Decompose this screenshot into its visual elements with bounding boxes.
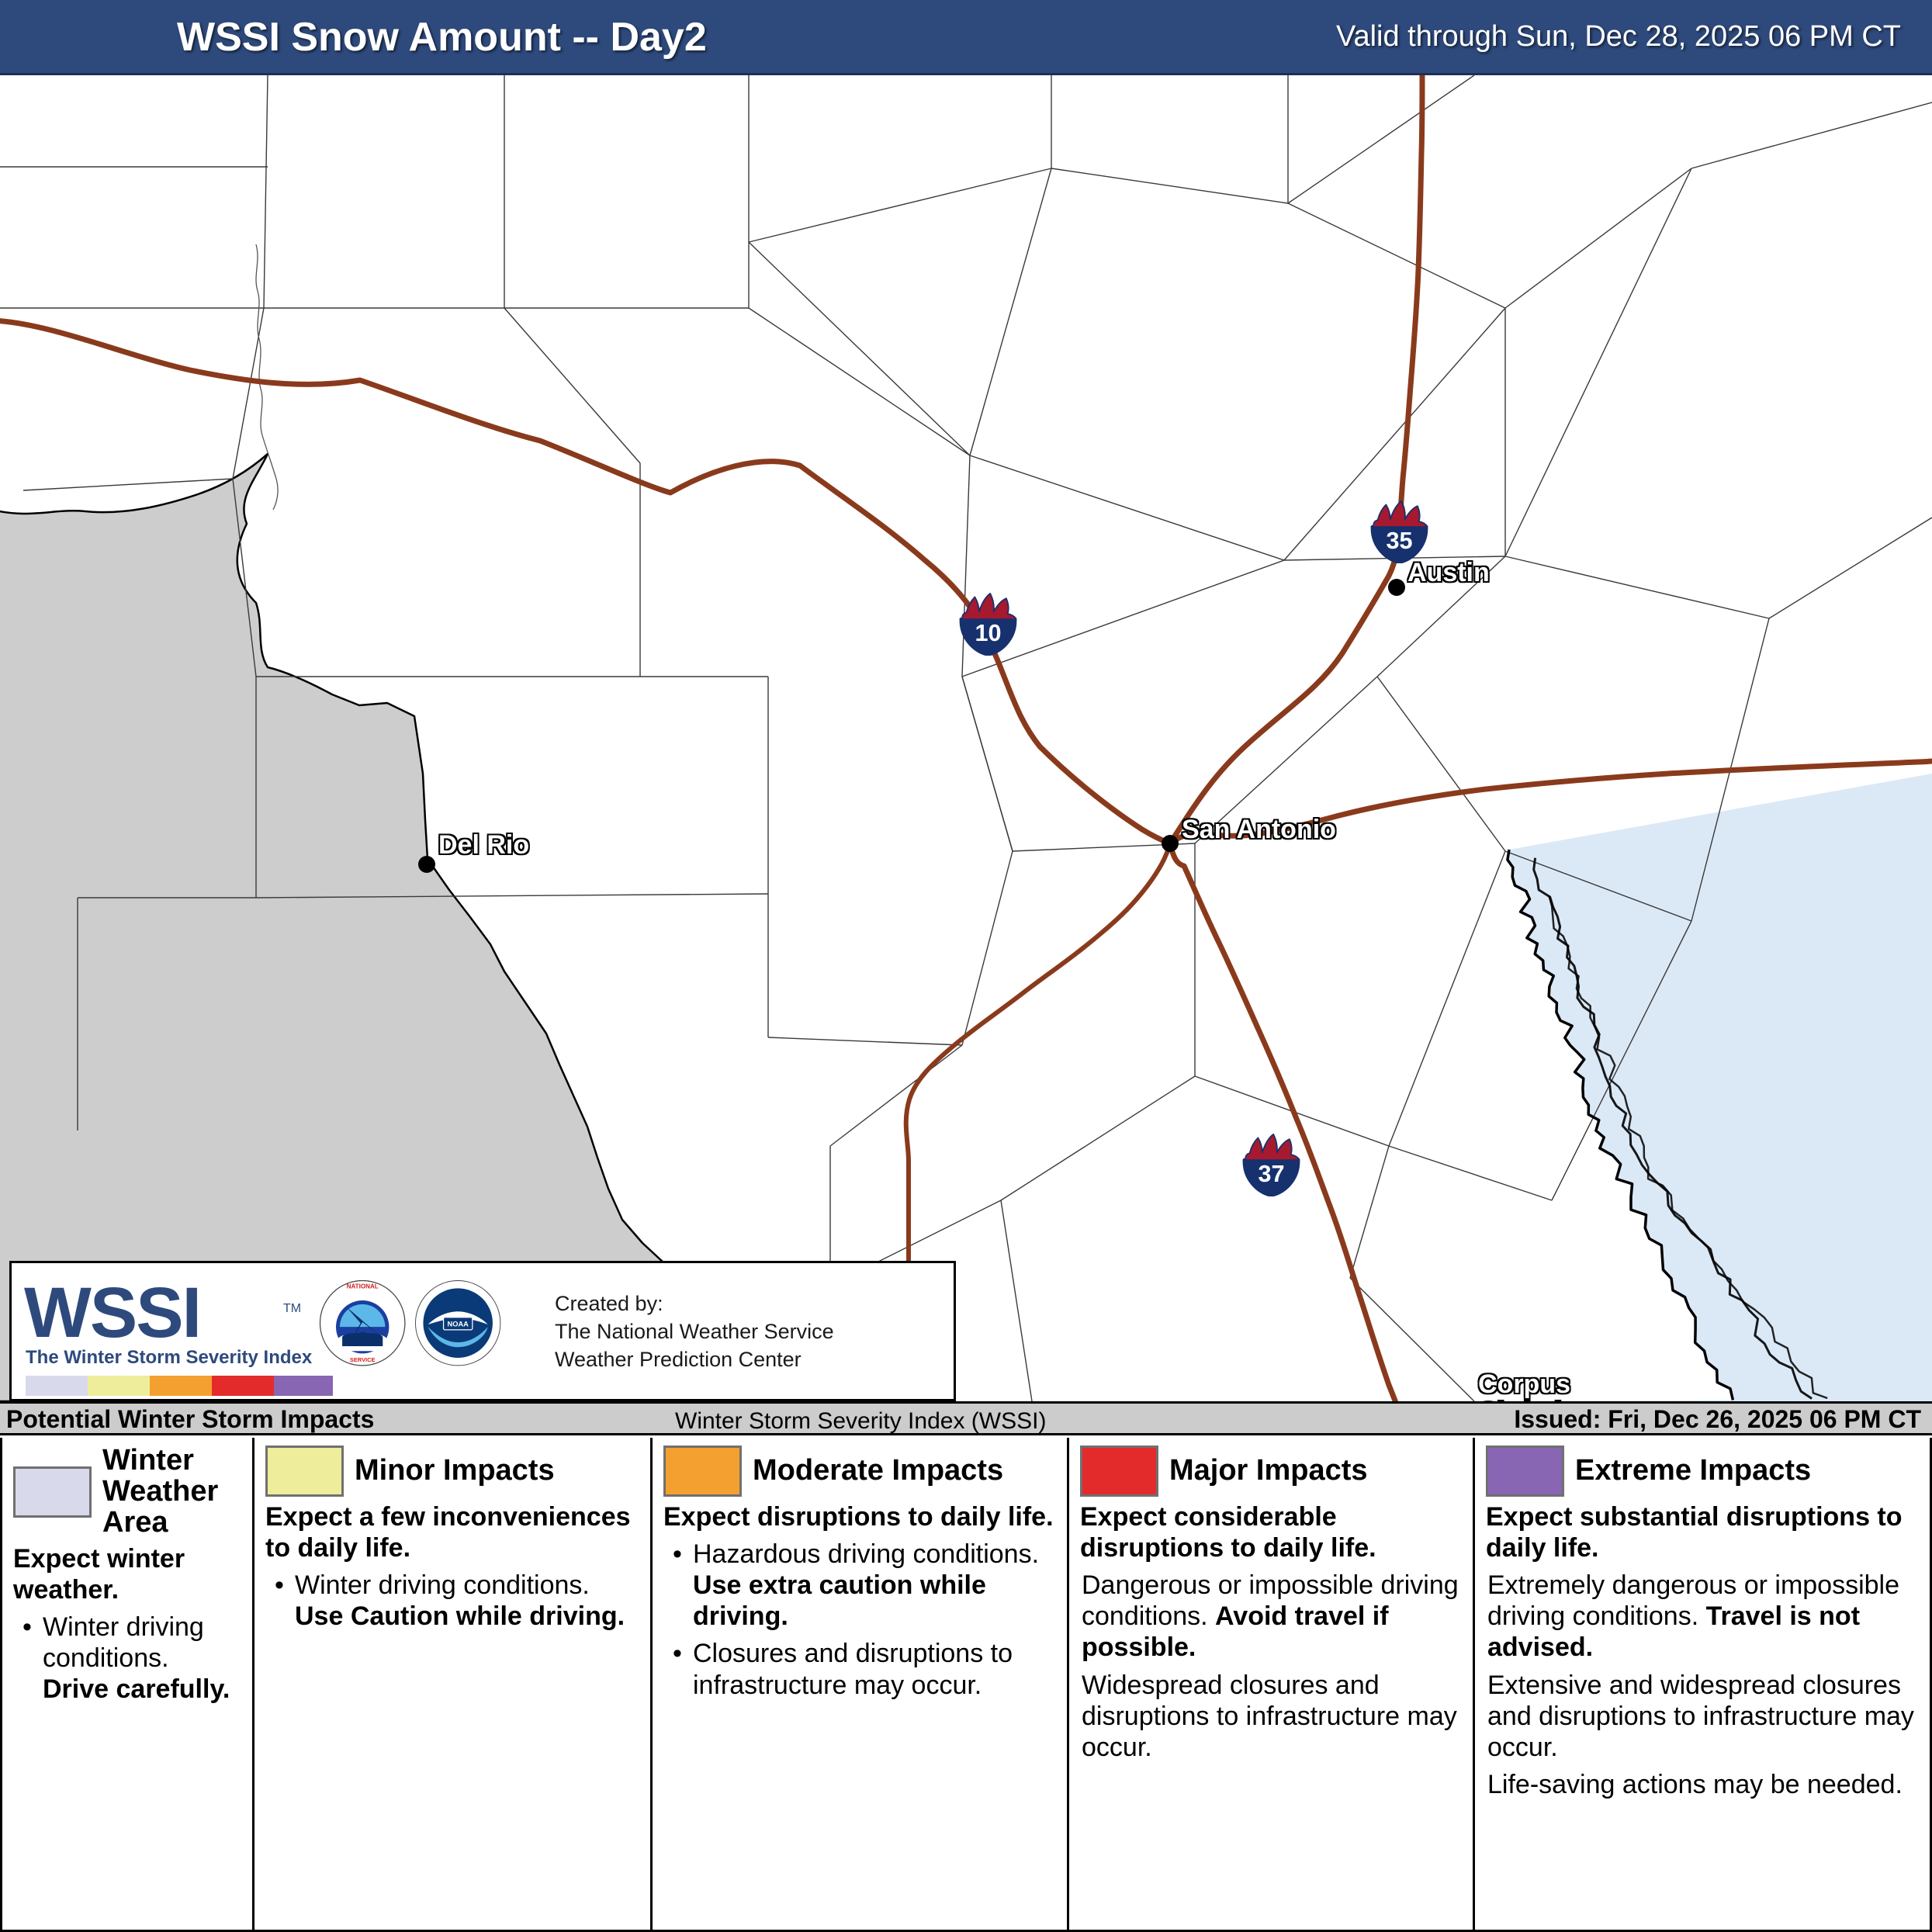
svg-text:35: 35 xyxy=(1386,528,1412,554)
svg-text:TM: TM xyxy=(283,1302,301,1315)
svg-text:SERVICE: SERVICE xyxy=(350,1356,376,1363)
svg-text:The Winter Storm Severity Inde: The Winter Storm Severity Index xyxy=(26,1347,313,1368)
svg-text:37: 37 xyxy=(1258,1161,1284,1187)
svg-text:10: 10 xyxy=(975,620,1001,646)
svg-text:NATIONAL: NATIONAL xyxy=(347,1283,379,1290)
svg-text:WSSI: WSSI xyxy=(24,1273,200,1352)
svg-text:NOAA: NOAA xyxy=(447,1321,469,1328)
